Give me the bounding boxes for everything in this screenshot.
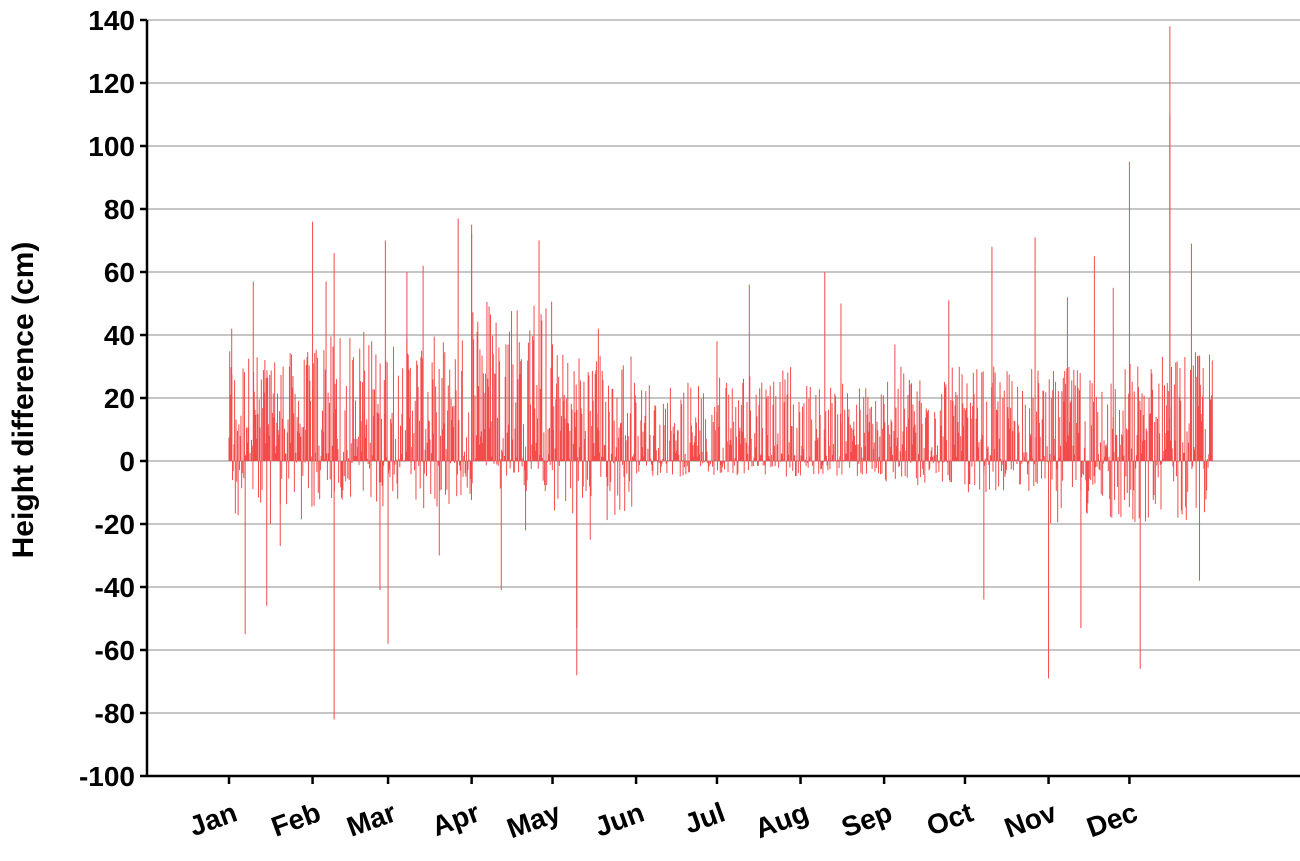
y-tick-label: 20: [104, 383, 135, 414]
x-tick-label: Jul: [680, 797, 729, 840]
x-tick-label: Jan: [185, 797, 241, 843]
y-tick-label: -60: [95, 635, 135, 666]
x-tick-label: Nov: [1000, 796, 1061, 843]
y-tick-label: -20: [95, 509, 135, 540]
y-tick-label: 60: [104, 257, 135, 288]
axes: [145, 20, 1300, 778]
x-tick-label: Feb: [267, 797, 324, 843]
x-tick-label: Apr: [428, 796, 484, 842]
y-tick-label: -100: [79, 761, 135, 792]
y-tick-label: 80: [104, 194, 135, 225]
y-tick-label: 140: [88, 5, 135, 36]
y-tick-label: -80: [95, 698, 135, 729]
x-tick-label: May: [503, 796, 565, 844]
x-tick-label: Sep: [837, 797, 896, 844]
x-tick-label: Jun: [591, 797, 648, 843]
x-tick-labels: Jan Feb Mar Apr May Jun Jul Aug Sep Oct Nov Dec: [185, 776, 1141, 844]
y-tick-label: 120: [88, 68, 135, 99]
y-tick-label: 0: [119, 446, 135, 477]
y-tick-label: 40: [104, 320, 135, 351]
y-tick-label: -40: [95, 572, 135, 603]
x-tick-label: Oct: [923, 797, 977, 842]
y-tick-label: 100: [88, 131, 135, 162]
x-tick-label: Dec: [1083, 797, 1142, 844]
x-tick-label: Aug: [751, 797, 813, 845]
y-tick-labels: -100 -80 -60 -40 -20 0 20 40 60 80 100 120 140: [79, 5, 135, 792]
y-axis-title: Height difference (cm): [7, 242, 40, 559]
x-tick-label: Mar: [343, 796, 400, 842]
bars: [228, 26, 1213, 720]
